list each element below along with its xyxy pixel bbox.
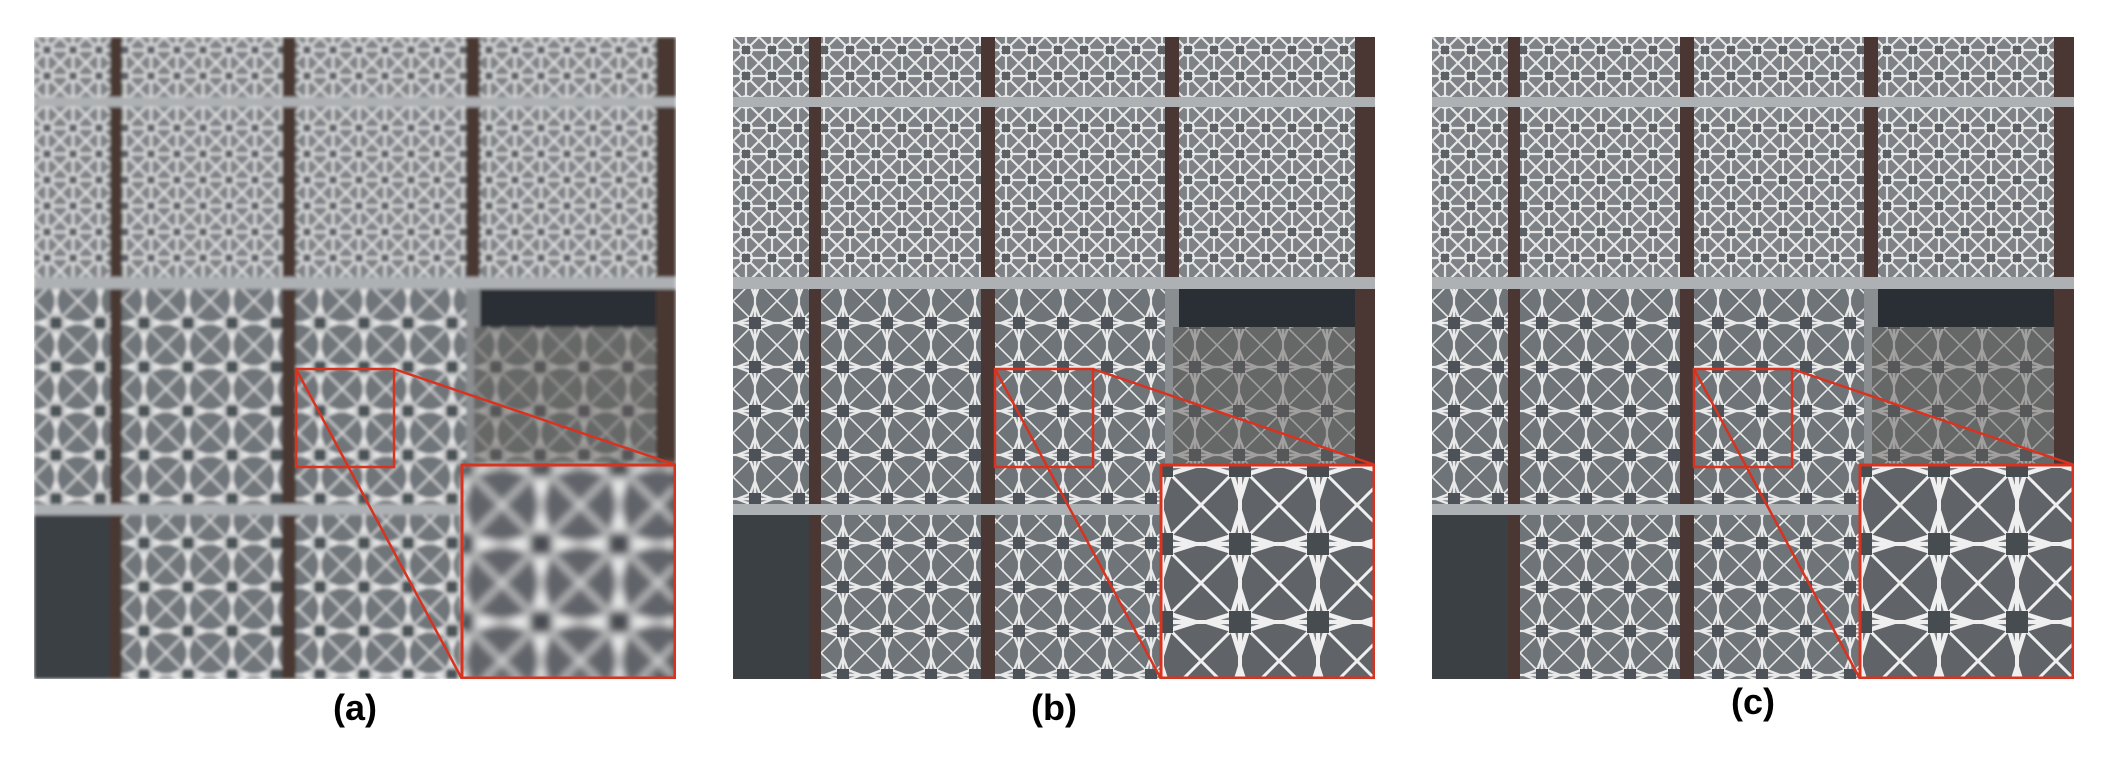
facade-photo-reference — [1432, 37, 2074, 679]
caption-a: (a) — [333, 687, 377, 728]
zoom-inset-box — [460, 463, 676, 679]
zoom-inset-box — [1858, 463, 2074, 679]
zoom-region-box — [993, 367, 1095, 469]
caption-b: (b) — [1031, 687, 1077, 728]
zoom-region-box — [1692, 367, 1794, 469]
panel-c-image — [1432, 37, 2074, 679]
caption-c: (c) — [1731, 681, 1775, 722]
facade-photo-blurred — [34, 37, 676, 679]
zoom-region-box — [294, 367, 396, 469]
zoom-inset-box — [1159, 463, 1375, 679]
facade-photo-sharp — [733, 37, 1375, 679]
panel-b-image — [733, 37, 1375, 679]
panel-a-image — [34, 37, 676, 679]
